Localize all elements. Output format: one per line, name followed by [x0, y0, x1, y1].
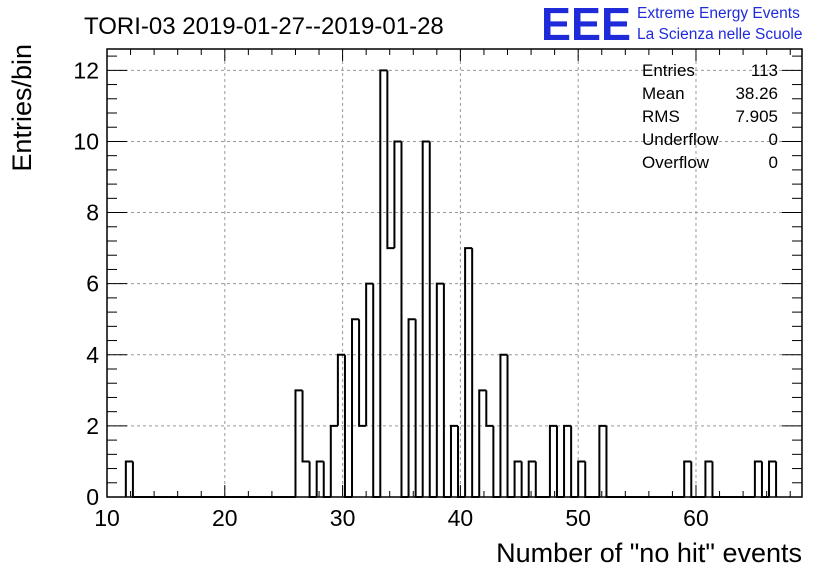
histogram-bin: [457, 425, 466, 498]
histogram-bin: [400, 141, 409, 498]
x-axis-title: Number of "no hit" events: [496, 538, 802, 568]
stats-value: 0: [769, 130, 778, 149]
histogram-bin: [711, 461, 720, 498]
stats-label: Overflow: [642, 153, 710, 172]
histogram-bin: [414, 319, 423, 498]
histogram-bin: [520, 461, 529, 498]
histogram-bin: [449, 424, 459, 497]
histogram-bin: [478, 389, 487, 497]
axis-layer: [106, 48, 803, 498]
y-axis-title: Entries/bin: [7, 44, 37, 172]
stats-label: Entries: [642, 61, 695, 80]
histogram-bin: [393, 140, 402, 249]
histogram-bin: [753, 460, 762, 497]
stats-label: Mean: [642, 84, 685, 103]
x-tick-label: 20: [212, 505, 238, 531]
histogram-bin: [527, 460, 536, 497]
histogram-bin: [131, 461, 140, 498]
stats-label: RMS: [642, 107, 680, 126]
histogram-bin: [534, 461, 543, 498]
y-tick-label: 6: [86, 271, 99, 297]
histogram-bin: [499, 353, 508, 497]
histogram-bin: [336, 353, 345, 426]
stats-box: Entries 113 Mean 38.26 RMS 7.905 Underflow 0 Ove…: [642, 61, 778, 172]
x-tick-label: 40: [448, 505, 474, 531]
histogram-bin: [584, 461, 593, 498]
histogram-bin: [308, 461, 317, 498]
stats-value: 0: [769, 153, 778, 172]
eee-logo-mark: EEE: [541, 0, 631, 50]
histogram-bin: [372, 283, 381, 498]
histogram-bin: [358, 319, 367, 427]
tick-label-layer: 10 20 30 40 50 60 0 2 4 6 8 10 12: [73, 57, 708, 531]
histogram-bin: [365, 282, 374, 426]
histogram-bin: [428, 141, 437, 498]
histogram-bin: [690, 461, 699, 498]
eee-logo: EEE Extreme Energy Events La Scienza nel…: [541, 0, 802, 50]
histogram-bin: [555, 425, 565, 498]
histogram-bin: [379, 69, 388, 497]
histogram-bin: [598, 424, 607, 497]
histogram-bin: [442, 283, 451, 498]
y-tick-label: 4: [86, 342, 99, 368]
histogram-bin: [485, 390, 494, 427]
histogram-bin: [471, 248, 480, 498]
grid-layer: [107, 49, 802, 497]
histogram-bin: [301, 390, 310, 463]
histogram-bin: [124, 460, 133, 497]
histogram-bin: [768, 460, 777, 497]
x-tick-label: 30: [330, 505, 356, 531]
histogram-bin: [704, 460, 713, 497]
histogram-bin: [329, 424, 338, 497]
x-tick-label: 10: [94, 505, 120, 531]
stats-value: 113: [751, 61, 778, 80]
x-tick-label: 60: [683, 505, 709, 531]
histogram-bin: [548, 424, 557, 497]
plot-frame: [106, 48, 803, 498]
y-tick-label: 8: [86, 200, 99, 226]
stats-value: 38.26: [735, 84, 778, 103]
histogram-bin: [577, 460, 586, 497]
histogram-bin: [464, 247, 473, 497]
y-tick-label: 12: [73, 57, 99, 83]
eee-logo-line1: Extreme Energy Events: [637, 5, 800, 22]
y-tick-label: 2: [86, 413, 99, 439]
stats-label: Underflow: [642, 130, 719, 149]
histogram-bin: [513, 460, 522, 497]
chart-title: TORI-03 2019-01-27--2019-01-28: [84, 13, 444, 40]
x-tick-label: 50: [565, 505, 591, 531]
y-tick-label: 0: [86, 484, 99, 510]
histogram-bin: [322, 461, 331, 498]
histogram-bin: [315, 460, 324, 497]
histogram-bin: [351, 318, 360, 497]
y-tick-label: 10: [73, 128, 99, 154]
stats-value: 7.905: [735, 107, 778, 126]
histogram-bin: [407, 318, 416, 497]
histogram-bin: [570, 425, 579, 498]
histogram-bin: [760, 461, 770, 498]
eee-logo-line2: La Scienza nelle Scuole: [637, 26, 802, 43]
histogram-bin: [492, 425, 501, 498]
histogram-bin: [421, 140, 430, 497]
histogram-bin: [683, 460, 692, 497]
histogram-bin: [563, 424, 572, 497]
histogram-bin: [386, 70, 395, 250]
histogram-bin: [605, 425, 614, 498]
histogram-bin: [294, 389, 303, 497]
histogram-bin: [435, 282, 444, 497]
